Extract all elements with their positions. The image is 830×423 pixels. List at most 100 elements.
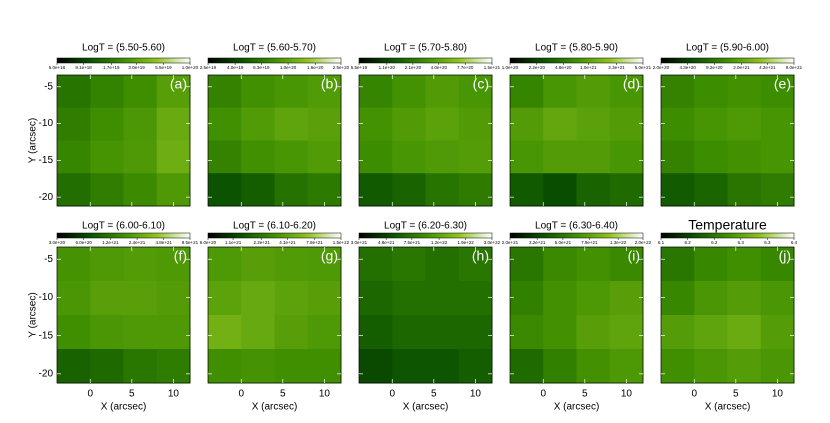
heatmap-cell: [458, 281, 493, 316]
heatmap-cell: [307, 107, 342, 141]
heatmap-cell: [694, 281, 728, 316]
colorbar-tick-label: 2.0e+20: [653, 65, 670, 70]
heatmap-cell: [510, 140, 544, 174]
colorbar-tick-label: 1.1e+21: [225, 240, 242, 245]
panel-title: LogT = (6.20-6.30): [384, 221, 467, 232]
heatmap-cell: [359, 173, 393, 207]
heatmap-cell: [90, 107, 124, 141]
heatmap-cell: [392, 349, 426, 384]
heatmap-cell: [57, 107, 91, 141]
colorbar-tick-label: 5.0e+18: [49, 65, 66, 70]
heatmap-cell: [694, 107, 728, 141]
heatmap-cell: [694, 315, 728, 350]
colorbar-tick-label: 4.0e+20: [431, 65, 448, 70]
heatmap-cell: [609, 140, 644, 174]
plot-frame: [509, 74, 644, 207]
heatmap-cell: [661, 281, 695, 316]
colorbar-tick-label: 4.0e+19: [227, 65, 244, 70]
colorbar-tick-label: 5.0e+21: [555, 240, 572, 245]
colorbar-tick-label: 2.1e+20: [405, 65, 422, 70]
x-axis-label: X (arcsec): [554, 402, 600, 413]
heatmap-cell: [727, 315, 762, 350]
heatmap-cell: [241, 349, 275, 384]
heatmap-cell: [661, 140, 695, 174]
colorbar: [207, 57, 342, 64]
heatmap-cell: [307, 75, 342, 109]
x-axis-label: X (arcsec): [252, 402, 298, 413]
heatmap-cell: [694, 247, 728, 282]
heatmap-cell: [576, 315, 611, 350]
x-tick-label: 0: [389, 389, 395, 400]
colorbar-tick-label: 5.5e+19: [351, 65, 368, 70]
heatmap-cell: [90, 173, 124, 207]
y-axis-label: Y (arcsec): [28, 118, 39, 163]
colorbar-tick-label: 4.3e+20: [680, 65, 697, 70]
colorbar-tick-label: 2.2e+20: [529, 65, 546, 70]
heatmap-cell: [307, 315, 342, 350]
heatmap-cell: [458, 75, 493, 109]
heatmap-cell: [156, 173, 191, 207]
heatmap-cell: [241, 247, 275, 282]
heatmap-cell: [694, 173, 728, 207]
heatmap-cell: [510, 349, 544, 384]
x-tick-label: 10: [621, 389, 633, 400]
heatmap-cell: [156, 281, 191, 316]
y-tick-label: -20: [39, 192, 54, 203]
heatmap-cell: [208, 247, 242, 282]
colorbar-tick-label: 7.5e+21: [404, 240, 421, 245]
plot-frame: [207, 246, 342, 384]
heatmap-cell: [57, 349, 91, 384]
heatmap-cell: [425, 315, 460, 350]
heatmap-cell: [359, 349, 393, 384]
heatmap-cell: [274, 315, 309, 350]
colorbar-tick-label: 2.0e+22: [635, 240, 652, 245]
colorbar-tick-label: 6.3: [764, 240, 771, 245]
colorbar-tick-label: 2.2e+21: [253, 240, 270, 245]
colorbar-tick-label: 4.8e+21: [378, 240, 395, 245]
y-tick-label: -15: [39, 155, 54, 166]
y-tick-label: -5: [44, 81, 53, 92]
colorbar-tick-label: 6.3e+19: [253, 65, 270, 70]
heatmap-cell: [609, 107, 644, 141]
panel-label: (f): [174, 248, 187, 264]
panel-title: LogT = (5.60-5.70): [233, 43, 316, 54]
colorbar-tick-label: 5.5e+19: [155, 65, 172, 70]
plot-frame: [509, 246, 644, 384]
panel-title: LogT = (6.30-6.40): [535, 221, 618, 232]
heatmap-cell: [274, 107, 309, 141]
plot-frame: [660, 74, 795, 207]
heatmap-cell: [661, 75, 695, 109]
heatmap-cell: [123, 75, 158, 109]
heatmap-cell: [123, 107, 158, 141]
heatmap-cell: [307, 173, 342, 207]
x-tick-label: 10: [772, 389, 784, 400]
plot-frame: [358, 74, 493, 207]
heatmap-cell: [274, 349, 309, 384]
heatmap-cell: [425, 247, 460, 282]
heatmap-cell: [760, 140, 795, 174]
heatmap-cell: [57, 173, 91, 207]
colorbar-tick-label: 4.8e+21: [156, 240, 173, 245]
panel-title: LogT = (6.00-6.10): [82, 221, 165, 232]
heatmap-cell: [510, 173, 544, 207]
colorbar-tick-label: 6.4: [791, 240, 798, 245]
heatmap-cell: [510, 281, 544, 316]
heatmap-cell: [57, 75, 91, 109]
heatmap-cell: [359, 75, 393, 109]
heatmap-cell: [208, 349, 242, 384]
panel-label: (h): [472, 248, 489, 264]
colorbar-tick-label: 2.5e+20: [333, 65, 350, 70]
colorbar-tick-label: 9.0e+21: [786, 65, 803, 70]
heatmap-cell: [274, 247, 309, 282]
heatmap-cell: [543, 140, 577, 174]
colorbar-tick-label: 6.1: [658, 240, 665, 245]
heatmap-cell: [510, 247, 544, 282]
heatmap-cell: [609, 281, 644, 316]
heatmap-cell: [90, 75, 124, 109]
heatmap-cell: [661, 173, 695, 207]
heatmap-cell: [57, 140, 91, 174]
panel-title: LogT = (5.90-6.00): [686, 43, 769, 54]
colorbar-tick-label: 1.2e+22: [431, 240, 448, 245]
heatmap-cell: [123, 247, 158, 282]
heatmap-cell: [576, 349, 611, 384]
